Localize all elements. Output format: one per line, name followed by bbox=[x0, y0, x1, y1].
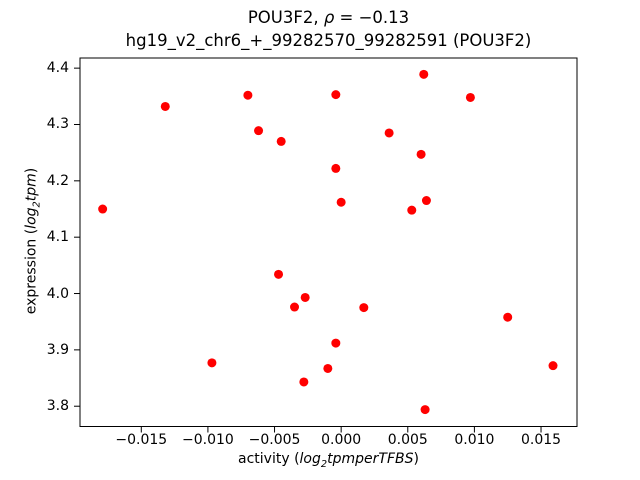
scatter-point bbox=[421, 196, 431, 206]
scatter-point bbox=[290, 302, 300, 312]
scatter-point bbox=[323, 363, 333, 373]
y-tick-label: 4.3 bbox=[46, 116, 69, 133]
title-prefix: POU3F2, bbox=[247, 8, 324, 27]
scatter-point bbox=[160, 101, 170, 111]
scatter-point bbox=[336, 197, 346, 207]
y-label-prefix: expression ( bbox=[23, 228, 40, 315]
scatter-point bbox=[419, 69, 429, 79]
y-tick-label: 4.2 bbox=[46, 172, 69, 189]
scatter-point bbox=[384, 128, 394, 138]
y-label-math: log2tpm bbox=[23, 173, 43, 229]
y-tick-label: 3.8 bbox=[46, 398, 69, 415]
axes-frame bbox=[79, 57, 578, 427]
scatter-point bbox=[243, 90, 253, 100]
scatter-point bbox=[299, 377, 309, 387]
x-label-suffix: ) bbox=[413, 451, 419, 467]
y-tick-label: 4.4 bbox=[46, 60, 69, 77]
x-tick-label: −0.015 bbox=[115, 432, 168, 448]
scatter-point bbox=[503, 312, 513, 322]
scatter-point bbox=[359, 303, 369, 313]
scatter-point bbox=[274, 269, 284, 279]
title-rho-value: = −0.13 bbox=[334, 8, 410, 27]
chart-title: POU3F2, ρ = −0.13 hg19_v2_chr6_+_9928257… bbox=[80, 7, 577, 52]
scatter-point bbox=[416, 149, 426, 159]
y-axis-label: expression (log2tpm) bbox=[24, 168, 43, 315]
y-label-suffix: ) bbox=[23, 167, 40, 174]
x-axis-label: activity (log2tpmperTFBS) bbox=[80, 451, 577, 470]
y-tick-label: 4.1 bbox=[46, 229, 69, 246]
scatter-point bbox=[254, 126, 264, 136]
scatter-point bbox=[420, 405, 430, 415]
scatter-point bbox=[331, 338, 341, 348]
scatter-point bbox=[331, 163, 341, 173]
x-label-prefix: activity ( bbox=[238, 451, 300, 467]
x-tick-label: −0.010 bbox=[182, 432, 234, 448]
chart-subtitle: hg19_v2_chr6_+_99282570_99282591 (POU3F2… bbox=[125, 30, 532, 50]
scatter-point bbox=[98, 204, 108, 214]
scatter-point bbox=[548, 361, 558, 371]
chart-title-line1: POU3F2, ρ = −0.13 bbox=[80, 7, 577, 30]
scatter-point bbox=[276, 136, 286, 146]
scatter-point bbox=[207, 358, 217, 368]
x-label-math: log2tpmperTFBS bbox=[299, 451, 414, 470]
x-tick-label: 0.005 bbox=[387, 432, 428, 448]
scatter-point bbox=[331, 90, 341, 100]
scatter-point bbox=[465, 92, 475, 102]
x-tick-label: −0.005 bbox=[248, 432, 301, 448]
rho-symbol: ρ bbox=[323, 8, 335, 27]
scatter-point bbox=[407, 205, 417, 215]
scatter-point bbox=[300, 292, 310, 302]
y-tick-label: 4.0 bbox=[46, 285, 69, 302]
x-tick-label: 0.010 bbox=[454, 432, 495, 448]
x-tick-label: 0.015 bbox=[520, 432, 562, 448]
x-tick-label: 0.000 bbox=[321, 432, 362, 448]
y-tick-label: 3.9 bbox=[46, 341, 69, 358]
